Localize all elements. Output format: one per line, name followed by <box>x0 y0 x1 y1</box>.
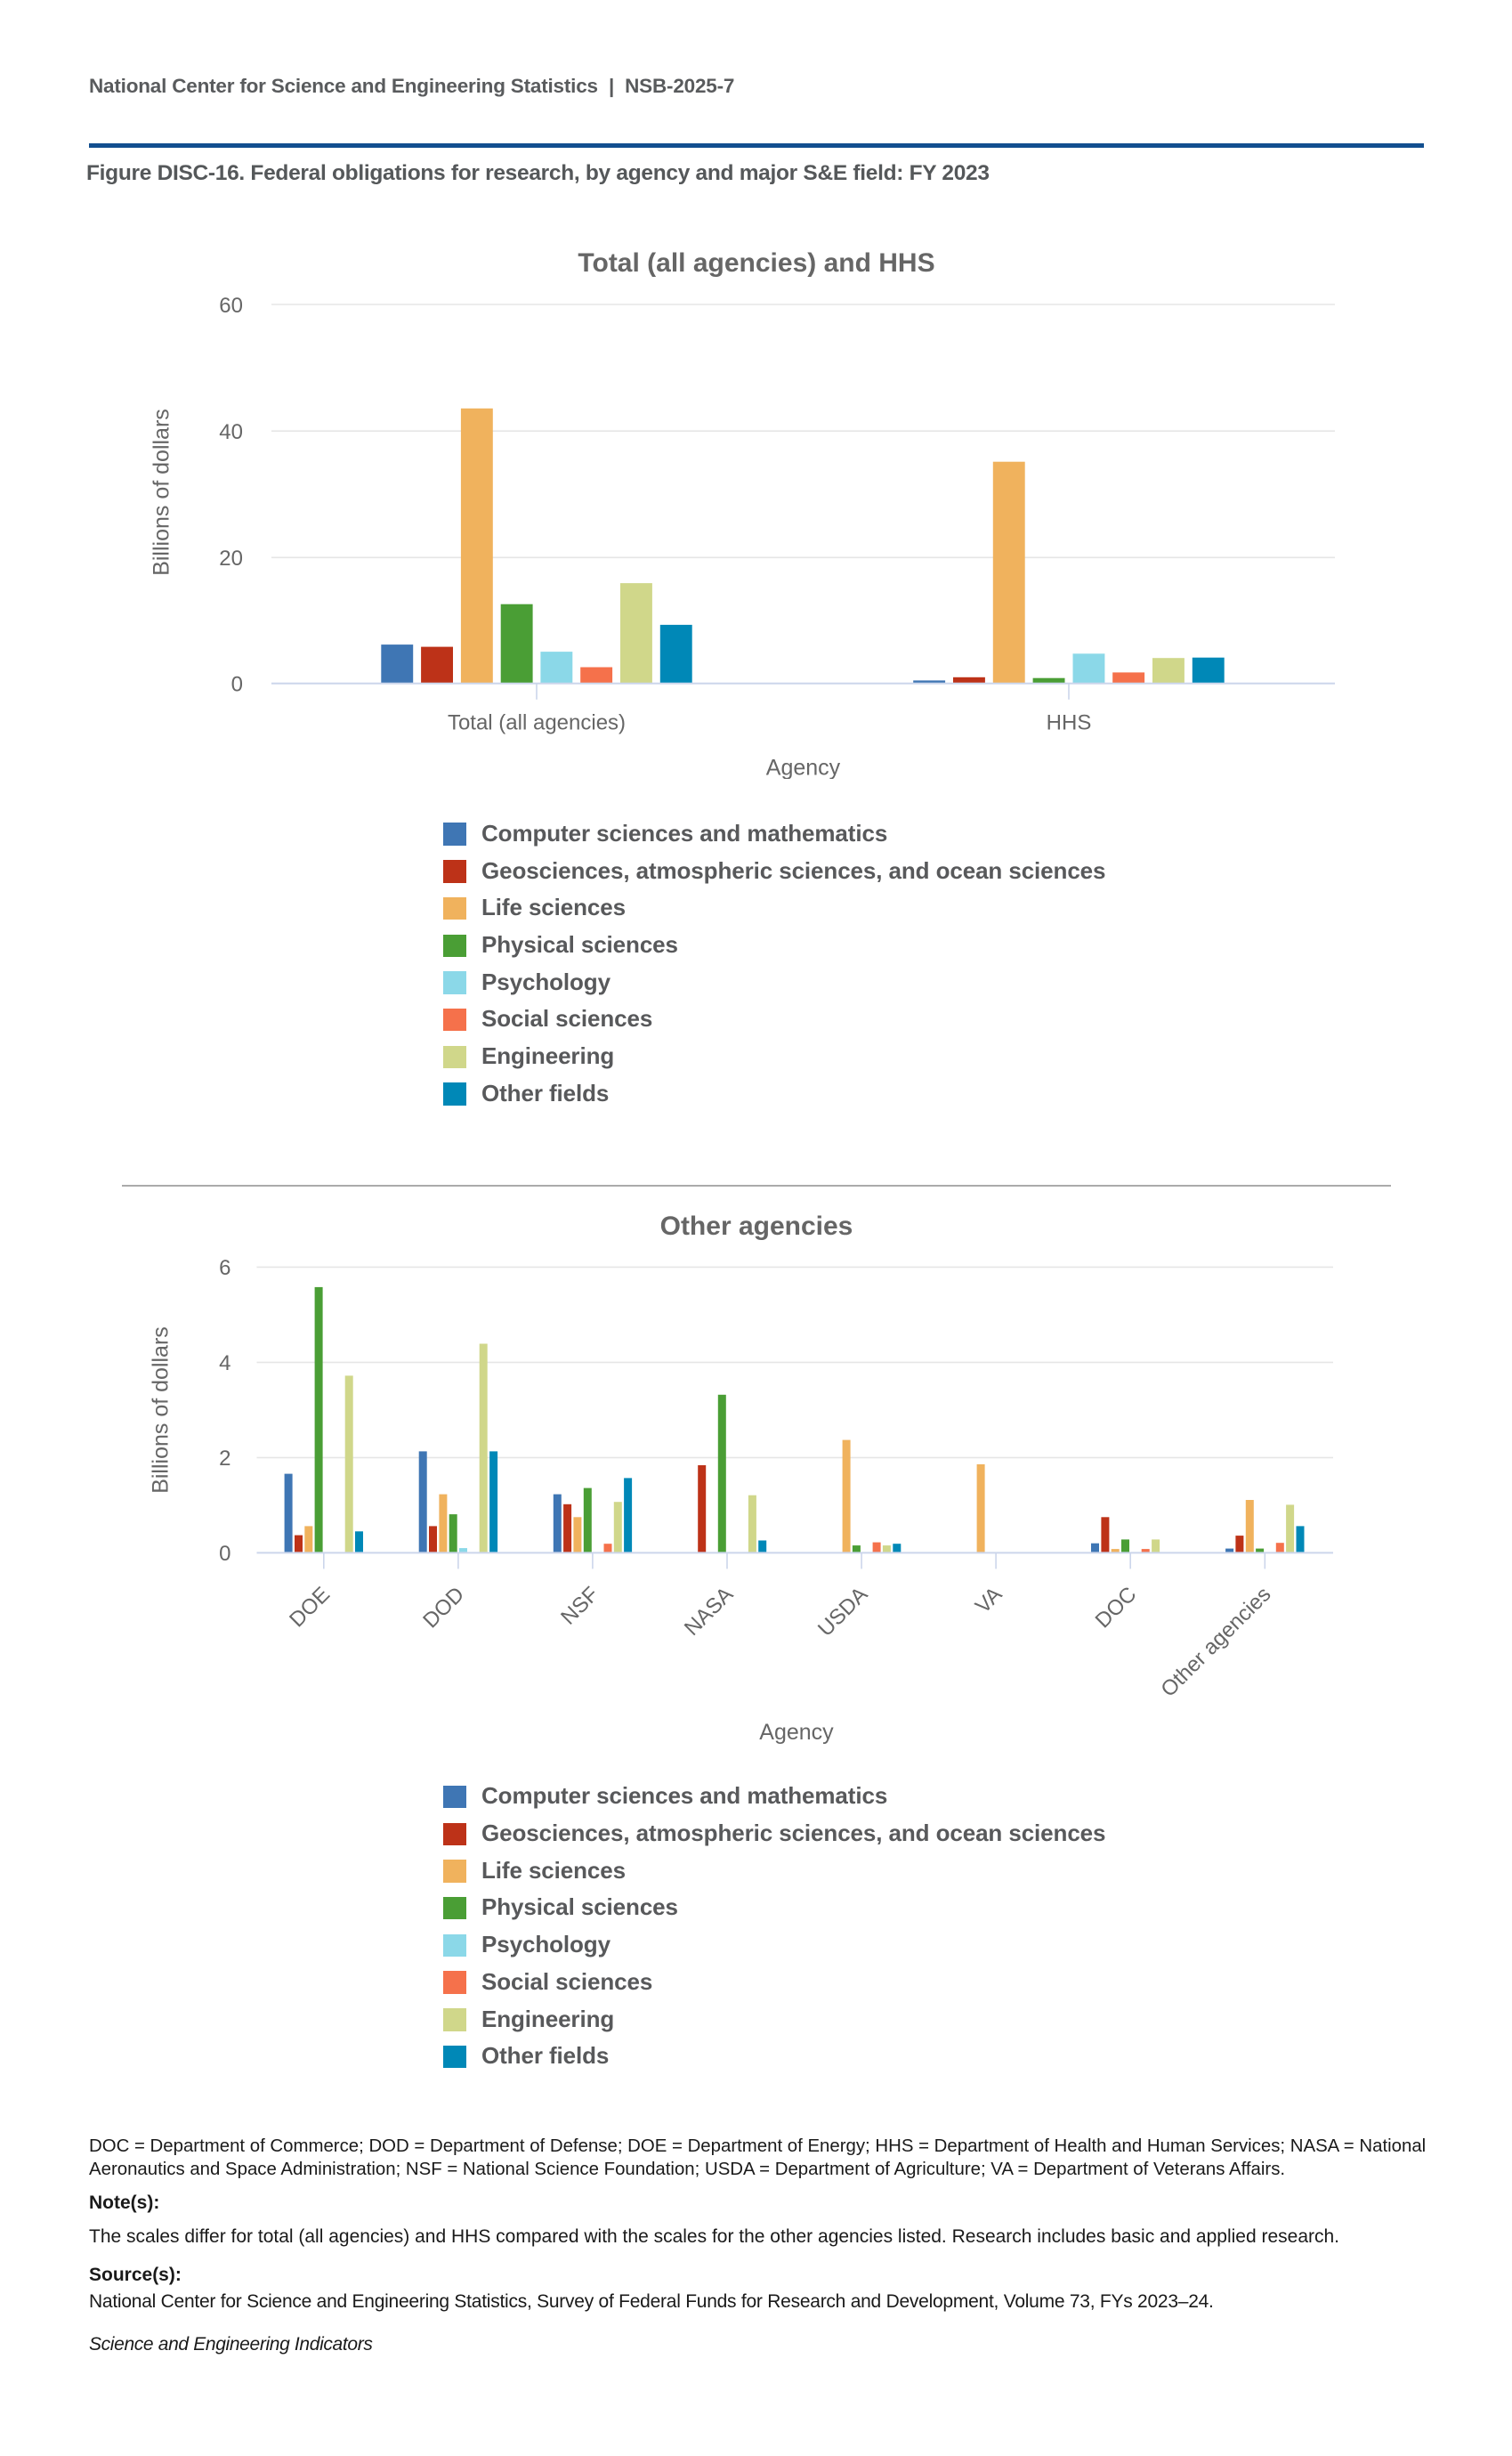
svg-text:NASA: NASA <box>680 1583 738 1641</box>
svg-text:0: 0 <box>231 673 243 697</box>
svg-text:Agency: Agency <box>759 1720 834 1745</box>
svg-text:Total (all agencies) and HHS: Total (all agencies) and HHS <box>578 248 934 278</box>
svg-text:USDA: USDA <box>813 1583 872 1641</box>
svg-text:60: 60 <box>219 294 243 318</box>
svg-text:20: 20 <box>219 547 243 571</box>
svg-text:Billions of dollars: Billions of dollars <box>149 1326 174 1494</box>
svg-text:Billions of dollars: Billions of dollars <box>150 409 174 576</box>
svg-text:6: 6 <box>219 1256 230 1280</box>
svg-text:4: 4 <box>219 1351 230 1375</box>
svg-text:0: 0 <box>219 1542 230 1566</box>
svg-text:Agency: Agency <box>766 756 841 780</box>
svg-text:Other agencies: Other agencies <box>660 1212 853 1241</box>
svg-text:NSF: NSF <box>556 1583 603 1630</box>
svg-text:Total (all agencies): Total (all agencies) <box>448 711 626 735</box>
svg-text:VA: VA <box>971 1583 1007 1618</box>
svg-text:HHS: HHS <box>1047 711 1092 735</box>
svg-text:40: 40 <box>219 420 243 444</box>
svg-text:DOC: DOC <box>1091 1583 1142 1633</box>
svg-text:Other agencies: Other agencies <box>1156 1583 1275 1702</box>
svg-text:DOE: DOE <box>285 1583 335 1633</box>
svg-text:DOD: DOD <box>418 1583 469 1633</box>
svg-text:2: 2 <box>219 1447 230 1471</box>
